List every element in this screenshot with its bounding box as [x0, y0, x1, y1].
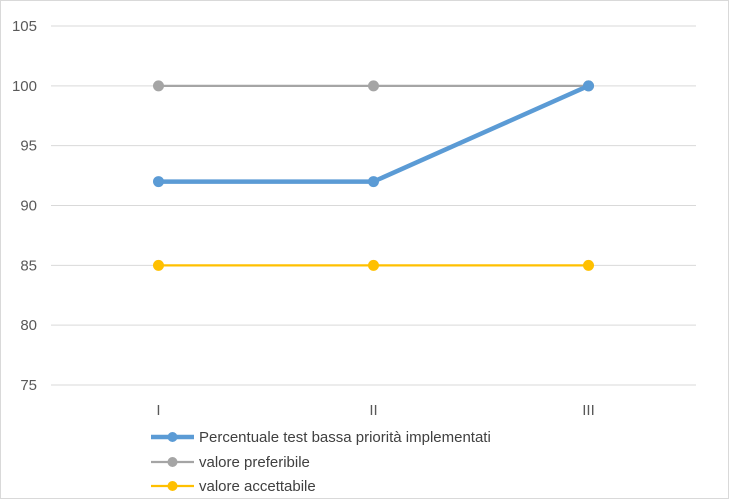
y-tick-label: 85: [20, 257, 37, 274]
legend-item: valore accettabile: [151, 478, 316, 495]
data-point: [368, 80, 379, 92]
data-point: [583, 80, 594, 92]
y-tick-label: 95: [20, 138, 37, 155]
legend-marker: [167, 432, 178, 442]
legend-label: valore accettabile: [199, 478, 316, 495]
data-point: [368, 259, 379, 271]
legend-marker: [167, 457, 178, 467]
y-tick-label: 90: [20, 198, 37, 215]
series-3: [153, 259, 594, 271]
y-tick-label: 75: [20, 377, 37, 394]
y-tick-label: 105: [12, 18, 37, 35]
y-tick-label: 100: [12, 78, 37, 95]
legend-item: valore preferibile: [151, 454, 310, 471]
data-point: [153, 259, 164, 271]
series-1: [153, 80, 594, 188]
x-tick-label: I: [156, 402, 160, 419]
series-2: [153, 80, 594, 92]
legend-label: valore preferibile: [199, 454, 310, 471]
x-tick-label: III: [582, 402, 595, 419]
series-line: [156, 83, 591, 184]
y-tick-label: 80: [20, 317, 37, 334]
legend-item: Percentuale test bassa priorità implemen…: [151, 429, 491, 446]
x-tick-label: II: [369, 402, 377, 419]
legend-marker: [167, 481, 178, 491]
data-point: [153, 80, 164, 92]
data-point: [583, 259, 594, 271]
legend-label: Percentuale test bassa priorità implemen…: [199, 429, 491, 446]
data-point: [153, 176, 164, 188]
data-point: [368, 176, 379, 188]
